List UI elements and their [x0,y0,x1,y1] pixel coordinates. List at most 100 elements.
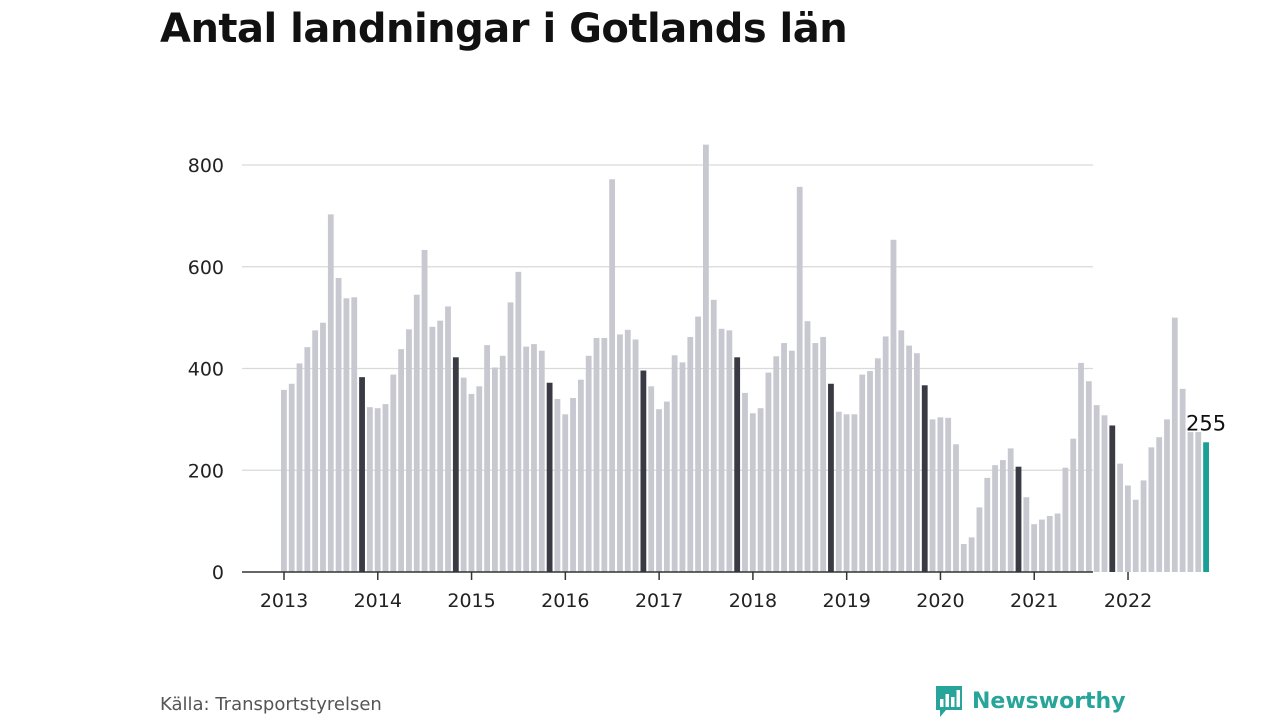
bar [749,413,756,572]
chart-title: Antal landningar i Gotlands län [160,6,848,52]
bar [710,299,717,572]
bar [945,417,952,572]
brand-logo[interactable]: Newsworthy [934,684,1126,718]
bar [562,414,569,572]
bar [624,329,631,572]
bar [976,507,983,572]
bar [1140,480,1147,572]
bar [703,144,709,572]
bar [820,336,827,572]
bar [538,350,545,572]
y-tick-label: 0 [212,562,224,584]
bar [640,370,647,572]
bar [1093,405,1100,572]
bar [476,386,483,572]
bar [1117,463,1124,572]
bar [999,460,1006,572]
bar [906,345,912,572]
bar [734,357,741,572]
bar [445,306,451,572]
bar [984,477,991,572]
bar [1007,448,1014,572]
bar [499,355,506,572]
bar [679,362,686,572]
bar [1078,362,1084,572]
bar [382,404,389,572]
bar [452,357,459,572]
bar [992,465,998,572]
bar [437,320,444,572]
bar [1179,388,1186,572]
bar [288,383,295,572]
y-tick-label: 800 [188,155,224,177]
source-note: Källa: Transportstyrelsen [160,694,382,715]
x-tick-label: 2015 [447,590,495,612]
bar [1039,519,1045,572]
bar [327,214,334,572]
axes: 0 200 400 600 800 2013 2014 2015 2016 2017 2018 201… [188,155,1226,612]
bar [726,330,733,572]
bar [953,444,959,572]
bars [281,144,1209,572]
x-tick-label: 2017 [635,590,683,612]
bar [1070,438,1077,572]
bar [1195,432,1202,572]
bar [882,336,889,572]
bar [742,392,748,572]
bar [921,385,928,572]
bar [960,544,967,572]
bar-chart: 0 200 400 600 800 2013 2014 2015 2016 2017 2018 201… [188,144,1226,612]
bar [1125,485,1131,572]
bar [335,277,342,572]
bar [390,374,397,572]
bar [867,371,873,572]
bar [859,374,866,572]
bar [851,414,858,572]
bar [546,382,553,572]
bar [898,330,905,572]
bar [468,393,475,572]
bar [914,353,920,572]
bar [812,343,819,572]
bar [843,414,850,572]
bar [1132,499,1139,572]
bar [484,345,490,572]
bar [398,349,405,572]
bar [648,386,655,572]
y-tick-label: 600 [188,257,224,279]
bar [828,383,834,572]
bar [1023,497,1030,572]
bar [343,298,350,572]
bar [320,322,326,572]
x-tick-label: 2016 [541,590,589,612]
bar [585,355,592,572]
bar [804,321,811,572]
bar [570,398,576,572]
x-tick-label: 2013 [260,590,308,612]
bar [874,358,881,572]
bar [765,372,772,572]
bar [1046,516,1053,572]
bar [593,337,600,572]
bar [663,401,670,572]
bar [617,334,623,572]
bar [312,330,319,572]
bar [1015,466,1022,572]
bar [296,363,303,572]
bar [523,346,530,572]
bar [718,328,725,572]
y-tick-label: 200 [188,460,224,482]
bar [796,186,803,572]
bar [695,316,701,572]
bar [757,408,764,572]
bar [937,417,944,572]
bar [351,297,358,572]
bar [1164,419,1170,572]
bar [1085,381,1092,572]
bar [781,343,787,572]
bar [609,179,616,572]
bar [507,302,514,572]
bar [968,537,975,572]
bar [1101,415,1108,572]
bar [656,409,662,572]
